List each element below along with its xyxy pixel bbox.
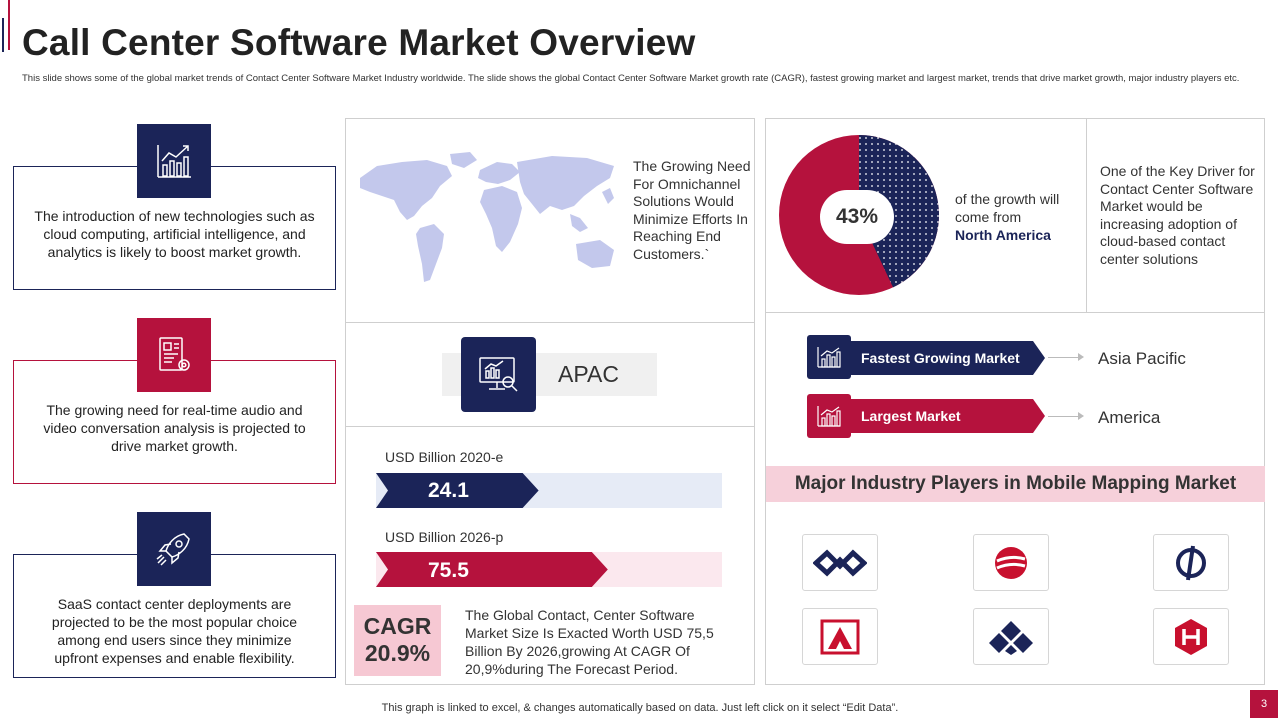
accent-line <box>2 18 4 52</box>
accent-line <box>8 0 10 50</box>
trend-text: The introduction of new technologies suc… <box>34 208 315 260</box>
player-logo-1 <box>802 534 878 591</box>
usd-2020-label: USD Billion 2020-e <box>385 449 504 465</box>
page-number: 3 <box>1250 690 1278 718</box>
arrow-head-icon <box>1078 412 1084 420</box>
fastest-label: Fastest Growing Market <box>861 350 1020 366</box>
growth-chart-icon <box>137 124 211 198</box>
donut-growth-slice <box>859 135 939 288</box>
usd-2026-label: USD Billion 2026-p <box>385 529 504 545</box>
footer-note: This graph is linked to excel, & changes… <box>381 702 899 714</box>
usd-2020-track <box>376 473 722 508</box>
usd-2026-bar <box>376 552 608 587</box>
trend-text: SaaS contact center deployments are proj… <box>51 596 298 666</box>
players-title: Major Industry Players in Mobile Mapping… <box>766 466 1265 502</box>
world-map <box>352 148 622 288</box>
largest-label: Largest Market <box>861 408 961 424</box>
growth-text-lead: of the growth will come from <box>955 191 1060 225</box>
fastest-tag: Fastest Growing Market <box>845 341 1045 375</box>
bar-chart-icon <box>807 335 851 379</box>
player-logo-6 <box>1153 608 1229 665</box>
usd-2026-value: 75.5 <box>428 559 469 582</box>
divider <box>1086 119 1087 312</box>
trend-text: The growing need for real-time audio and… <box>43 402 306 454</box>
largest-value: America <box>1098 408 1161 427</box>
page-subtitle: This slide shows some of the global mark… <box>22 73 1240 84</box>
growth-region: North America <box>955 227 1051 243</box>
report-settings-icon <box>137 318 211 392</box>
growth-percent: 43% <box>820 190 894 244</box>
world-text: The Growing Need For Omnichannel Solutio… <box>633 158 751 262</box>
usd-2020-bar <box>376 473 539 508</box>
arrow-head-icon <box>1078 353 1084 361</box>
growth-text: of the growth will come from North Ameri… <box>955 190 1080 244</box>
bar2020-fill <box>376 473 539 508</box>
cagr-box: CAGR 20.9% <box>354 605 441 676</box>
player-logo-5 <box>973 608 1049 665</box>
page-title: Call Center Software Market Overview <box>22 22 696 63</box>
usd-2026-track <box>376 552 722 587</box>
cagr-text: The Global Contact, Center Software Mark… <box>465 607 714 677</box>
usd-2020-value: 24.1 <box>428 479 469 502</box>
region-label: APAC <box>558 361 619 387</box>
driver-text: One of the Key Driver for Contact Center… <box>1100 163 1255 267</box>
bar2026-fill <box>376 552 608 587</box>
arrow-line <box>1048 416 1082 417</box>
monitor-analytics-icon <box>461 337 536 412</box>
player-logo-3 <box>1153 534 1229 591</box>
bar-chart-icon <box>807 394 851 438</box>
rocket-icon <box>137 512 211 586</box>
world-panel <box>345 118 755 323</box>
player-logo-4 <box>802 608 878 665</box>
player-logo-2 <box>973 534 1049 591</box>
largest-tag: Largest Market <box>845 399 1045 433</box>
cagr-value: 20.9% <box>364 640 431 666</box>
arrow-line <box>1048 357 1082 358</box>
cagr-label: CAGR <box>363 613 432 639</box>
fastest-value: Asia Pacific <box>1098 349 1186 368</box>
